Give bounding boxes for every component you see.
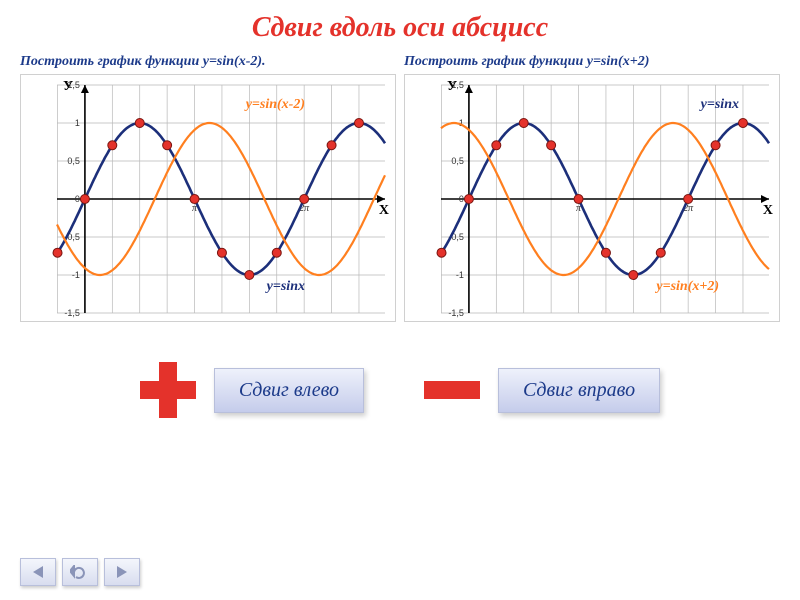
nav-prev-button[interactable]: [20, 558, 56, 586]
svg-text:0,5: 0,5: [451, 156, 464, 166]
nav-bar: [20, 558, 140, 586]
undo-icon: [70, 565, 90, 579]
nav-undo-button[interactable]: [62, 558, 98, 586]
svg-text:0: 0: [459, 194, 464, 204]
curve2-label-right: y=sin(x+2): [656, 279, 719, 295]
legend-row: Сдвиг влево Сдвиг вправо: [16, 362, 784, 418]
chart-right-subtitle: Построить график функции y=sin(x+2): [404, 54, 780, 70]
svg-text:-1,5: -1,5: [448, 308, 464, 318]
legend-minus: Сдвиг вправо: [424, 368, 660, 413]
triangle-right-icon: [115, 565, 129, 579]
plus-icon: [140, 362, 196, 418]
curve1-label-left: y=sin(x-2): [246, 97, 305, 113]
legend-plus: Сдвиг влево: [140, 362, 364, 418]
chart-right: Построить график функции y=sin(x+2) -1,5…: [404, 54, 780, 322]
chart-left-subtitle: Построить график функции y=sin(x-2).: [20, 54, 396, 70]
svg-text:0,5: 0,5: [67, 156, 80, 166]
triangle-left-icon: [31, 565, 45, 579]
svg-text:0: 0: [75, 194, 80, 204]
curve2-label-left: y=sinx: [267, 279, 305, 295]
y-axis-label: У: [63, 79, 73, 95]
nav-next-button[interactable]: [104, 558, 140, 586]
page-title: Сдвиг вдоль оси абсцисс: [16, 12, 784, 44]
y-axis-label: У: [447, 79, 457, 95]
svg-text:1: 1: [75, 118, 80, 128]
chart-left-frame: -1,5-1-0,500,511,5π2π У Х y=sin(x-2) y=s…: [20, 74, 396, 322]
chart-right-frame: -1,5-1-0,500,511,5π2π У Х y=sinx y=sin(x…: [404, 74, 780, 322]
minus-icon: [424, 381, 480, 399]
x-axis-label: Х: [379, 203, 389, 219]
charts-row: Построить график функции y=sin(x-2). -1,…: [16, 54, 784, 322]
shift-right-button[interactable]: Сдвиг вправо: [498, 368, 660, 413]
svg-text:-1: -1: [72, 270, 80, 280]
x-axis-label: Х: [763, 203, 773, 219]
chart-left: Построить график функции y=sin(x-2). -1,…: [20, 54, 396, 322]
svg-text:-1: -1: [456, 270, 464, 280]
chart-left-svg: -1,5-1-0,500,511,5π2π: [21, 75, 397, 323]
curve1-label-right: y=sinx: [701, 97, 739, 113]
shift-left-button[interactable]: Сдвиг влево: [214, 368, 364, 413]
svg-text:-1,5: -1,5: [64, 308, 80, 318]
